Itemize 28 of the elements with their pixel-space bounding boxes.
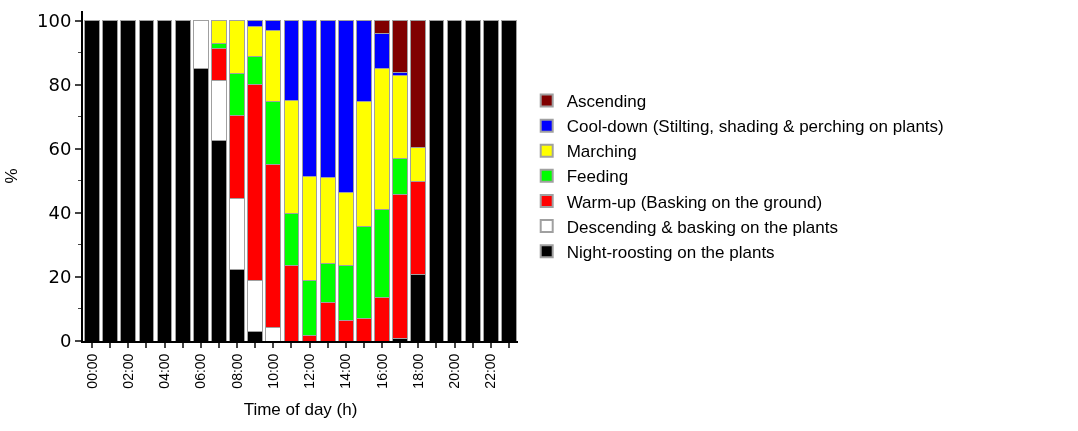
x-axis-title: Time of day (h) [243,399,358,419]
y-tick-label: 0 [59,330,72,352]
y-tick-label: 40 [48,202,72,224]
y-tick-label: 80 [48,73,72,95]
x-tick-label: 12:00 [301,353,318,389]
x-tick-label: 04:00 [156,353,173,389]
legend-label: Warm-up (Basking on the ground) [566,192,823,212]
x-tick-label: 18:00 [409,353,426,389]
x-tick-label: 22:00 [482,353,499,389]
legend-label: Marching [566,142,637,162]
x-tick-label: 02:00 [119,353,136,389]
x-tick-label: 20:00 [446,353,463,389]
x-tick-label: 10:00 [264,353,281,389]
legend-label: Night-roosting on the plants [566,242,775,262]
y-axis-title: % [2,168,22,184]
y-tick-label: 60 [48,138,72,160]
x-tick-label: 08:00 [228,353,245,389]
legend-label: Cool-down (Stilting, shading & perching on plants) [566,117,944,137]
y-tick-label: 100 [37,9,72,31]
legend-label: Descending & basking on the plants [566,217,838,237]
x-tick-label: 16:00 [373,353,390,389]
legend-label: Feeding [566,167,629,187]
bar [392,20,409,74]
y-tick-label: 20 [48,266,72,288]
x-tick-label: 00:00 [83,353,100,389]
legend-label: Ascending [566,92,647,112]
x-tick-label: 14:00 [337,353,354,389]
x-tick-label: 06:00 [192,353,209,389]
